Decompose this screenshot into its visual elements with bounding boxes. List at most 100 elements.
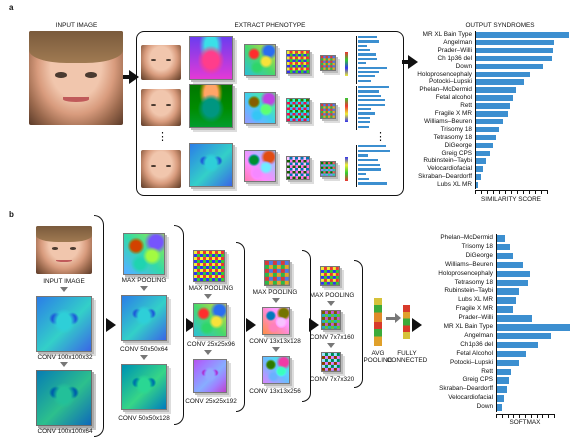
sparkbars-2-bar-9 xyxy=(358,125,370,128)
conv2-label: CONV 100x100x64 xyxy=(37,428,93,435)
softmax-name-0: Phelan–McDermid xyxy=(440,234,493,241)
sparkbars-3-bar-4 xyxy=(358,163,380,166)
softmax-name-6: Rubinstein–Taybi xyxy=(444,287,493,295)
conv10-label: CONV 7x7x320 xyxy=(309,376,355,383)
softmax-name-12: Ch1p36 del xyxy=(460,340,493,348)
softmax-bar-17 xyxy=(496,386,507,393)
syndrome-bar-12 xyxy=(475,126,500,133)
conv5-label: CONV 25x25x96 xyxy=(187,341,235,348)
sparkbars-3-bar-7 xyxy=(358,177,369,180)
syndrome-name-14: DiGeorge xyxy=(444,141,472,149)
tri-b4 xyxy=(140,355,148,360)
sparkbars-1-bar-10 xyxy=(358,79,372,82)
sparkbars-1-bar-5 xyxy=(358,57,378,60)
softmax-name-15: Rett xyxy=(481,367,493,375)
similarity-tick-2 xyxy=(487,190,488,194)
feature-map-3a xyxy=(189,143,233,187)
syndrome-bar-3 xyxy=(475,55,553,62)
crop-face-1 xyxy=(141,45,181,80)
feature-map-1b xyxy=(244,44,276,76)
similarity-tick-12 xyxy=(547,190,548,194)
syndrome-name-16: Rubinstein–Taybi xyxy=(423,157,472,165)
softmax-bar-11 xyxy=(496,332,551,340)
softmax-name-2: DiGeorge xyxy=(465,251,493,259)
syndrome-bar-9 xyxy=(475,103,510,109)
conv7-label: CONV 13x13x128 xyxy=(249,338,301,345)
sparkbars-2-bar-6 xyxy=(358,112,376,115)
feature-map-1d xyxy=(320,55,336,71)
avg-pool-vector xyxy=(374,298,382,346)
tri-b5 xyxy=(204,294,212,299)
sparkbars-1-bar-8 xyxy=(358,70,380,74)
conv4-map xyxy=(121,364,167,410)
similarity-tick-6 xyxy=(511,190,512,194)
softmax-bar-9 xyxy=(496,315,533,322)
syndrome-bar-4 xyxy=(475,63,543,70)
feature-map-1a xyxy=(189,36,233,80)
softmax-y-axis xyxy=(496,234,497,412)
syndrome-name-2: Prader–Willi xyxy=(437,46,472,54)
extract-phenotype-label: EXTRACT PHENOTYPE xyxy=(234,22,306,29)
fc-vector xyxy=(403,305,410,339)
similarity-tick-3 xyxy=(493,190,494,194)
tri-b1 xyxy=(60,287,68,292)
conv5-map xyxy=(193,303,227,337)
softmax-bar-10 xyxy=(496,324,571,331)
similarity-score-label: SIMILARITY SCORE xyxy=(481,196,541,203)
panel-b-letter: b xyxy=(9,210,14,219)
syndrome-name-1: Angelman xyxy=(443,38,472,46)
softmax-tick-2 xyxy=(507,414,509,418)
softmax-ticks xyxy=(496,414,555,418)
softmax-bar-6 xyxy=(496,288,519,295)
syndrome-bar-5 xyxy=(475,71,530,77)
softmax-bar-2 xyxy=(496,252,513,260)
syndrome-name-13: Tetrasomy 18 xyxy=(433,133,472,141)
sparkbars-2-bar-8 xyxy=(358,121,370,124)
softmax-bar-18 xyxy=(496,395,504,402)
ellipsis-2: ⋮ xyxy=(375,131,386,143)
similarity-tick-10 xyxy=(535,190,536,194)
softmax-bar-16 xyxy=(496,377,509,384)
maxpool3-label: MAX POOLING xyxy=(252,289,298,296)
syndrome-bar-18 xyxy=(475,174,481,180)
softmax-name-18: Velocardiofacial xyxy=(448,394,493,402)
maxpool4-label: MAX POOLING xyxy=(309,292,355,299)
syndrome-bar-6 xyxy=(475,79,524,85)
softmax-name-5: Tetrasomy 18 xyxy=(454,278,493,286)
sparkbars-3 xyxy=(356,145,391,187)
vector-1 xyxy=(345,52,348,76)
similarity-tick-11 xyxy=(541,190,542,194)
softmax-bar-7 xyxy=(496,297,516,304)
sparkbars-2-bar-1 xyxy=(358,90,380,93)
crop-face-3 xyxy=(141,150,181,188)
syndrome-bar-10 xyxy=(475,111,508,117)
sparkbars-1-bar-3 xyxy=(358,49,371,52)
syndrome-bar-13 xyxy=(475,134,496,141)
bracket-2 xyxy=(174,225,184,425)
arrow-b5-head xyxy=(395,313,401,323)
feature-map-2d xyxy=(320,103,336,119)
softmax-name-19: Down xyxy=(476,403,493,411)
syndrome-name-6: Potocki–Lupski xyxy=(429,78,472,86)
panel-b-input-face xyxy=(36,226,92,274)
tri-b9 xyxy=(327,301,335,306)
sparkbars-2 xyxy=(356,86,391,130)
syndrome-bar-8 xyxy=(475,95,513,101)
vector-2 xyxy=(345,98,348,122)
panel-a-input-label: INPUT IMAGE xyxy=(55,22,98,29)
softmax-name-9: Prader–Willi xyxy=(458,314,493,322)
panel-a-input-face xyxy=(29,31,123,125)
softmax-bar-13 xyxy=(496,350,527,358)
conv3-label: CONV 50x50x64 xyxy=(120,346,168,353)
syndrome-name-8: Fetal alcohol xyxy=(435,94,472,102)
softmax-tick-8 xyxy=(542,414,544,418)
softmax-tick-6 xyxy=(530,414,532,418)
feature-map-2a xyxy=(189,84,233,128)
softmax-bar-1 xyxy=(496,243,510,251)
conv4-label: CONV 50x50x128 xyxy=(118,415,170,422)
softmax-bar-14 xyxy=(496,359,519,367)
arrow-b5-shaft xyxy=(386,317,396,320)
conv1-label: CONV 100x100x32 xyxy=(37,354,93,361)
tri-b3 xyxy=(140,286,148,291)
softmax-name-8: Fragile X MR xyxy=(455,305,493,313)
